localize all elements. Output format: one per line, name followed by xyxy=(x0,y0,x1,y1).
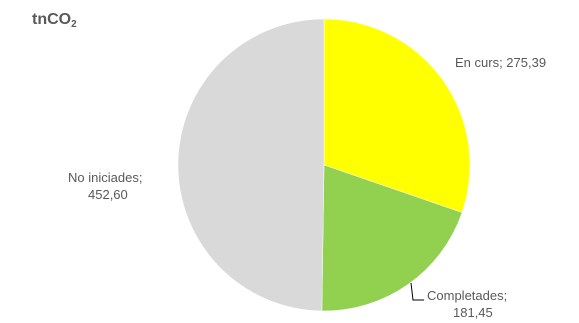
data-label-en-curs: En curs; 275,39 xyxy=(455,55,546,70)
data-label-no-iniciades-line1: No iniciades; xyxy=(68,170,142,185)
pie-slices xyxy=(177,18,471,312)
slice-completades xyxy=(321,164,463,312)
data-label-completades: Completades; 181,45 xyxy=(427,288,511,320)
data-label-no-iniciades: No iniciades; 452,60 xyxy=(68,170,146,202)
data-label-completades-line2: 181,45 xyxy=(453,305,493,320)
data-label-en-curs-line1: En curs; 275,39 xyxy=(455,55,546,70)
completades-leader-line xyxy=(410,282,424,301)
data-label-no-iniciades-line2: 452,60 xyxy=(88,187,128,202)
data-label-completades-line1: Completades; xyxy=(427,288,507,303)
chart-unit-label: tnCO2 xyxy=(32,11,77,30)
slice-no-iniciades xyxy=(177,18,325,312)
slice-en-curs xyxy=(323,18,471,213)
unit-main-text: tnCO xyxy=(32,11,72,28)
unit-subscript: 2 xyxy=(71,19,77,30)
